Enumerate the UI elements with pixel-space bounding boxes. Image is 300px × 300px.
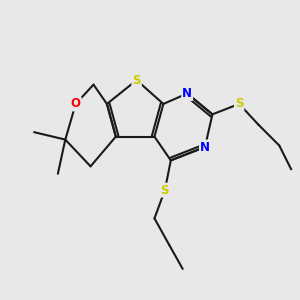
Text: S: S	[132, 74, 141, 87]
Text: N: N	[200, 140, 210, 154]
Text: S: S	[235, 98, 243, 110]
Text: S: S	[160, 184, 169, 196]
Text: N: N	[182, 87, 192, 100]
Text: O: O	[71, 98, 81, 110]
